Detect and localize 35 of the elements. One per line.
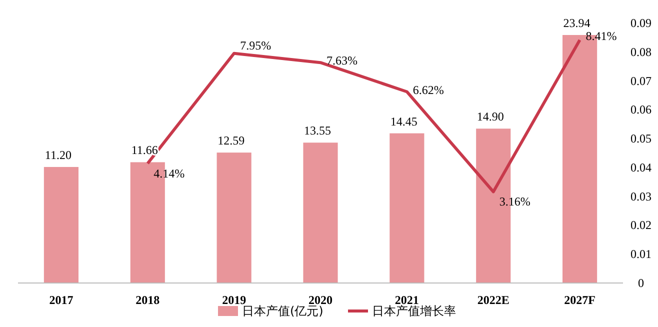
x-tick-label: 2017: [49, 293, 74, 307]
y2-tick-label: 0.05: [630, 132, 652, 146]
data-label: 13.55: [304, 124, 331, 138]
bar: [216, 152, 252, 283]
legend-label: 日本产值(亿元): [242, 304, 324, 318]
x-tick-label: 2027F: [564, 293, 596, 307]
bar: [390, 133, 424, 283]
data-label: 11.20: [44, 148, 72, 162]
x-tick-label: 2018: [136, 293, 160, 307]
y2-tick-label: 0.07: [630, 74, 652, 88]
data-label: 14.45: [390, 114, 418, 128]
bar: [44, 166, 78, 283]
y2-tick-label: 0.04: [630, 160, 652, 174]
legend-label: 日本产值增长率: [372, 304, 456, 318]
x-tick-label: 2020: [308, 293, 332, 307]
data-label: 8.41%: [586, 29, 617, 44]
y2-tick-label: 0.09: [630, 16, 652, 30]
y2-tick-label: 0.01: [630, 247, 652, 262]
data-label: 14.90: [476, 110, 504, 124]
data-label: 12.59: [218, 134, 245, 148]
data-label: 11.66: [131, 143, 158, 158]
data-label: 7.63%: [326, 54, 358, 68]
x-tick-label: 2019: [222, 293, 246, 307]
data-label: 7.95%: [240, 38, 272, 52]
data-label: 3.16%: [499, 194, 530, 209]
data-label: 23.94: [563, 16, 590, 30]
y2-tick-label: 0.03: [630, 189, 652, 204]
x-tick-label: 2022E: [477, 293, 510, 307]
data-label: 4.14%: [154, 166, 185, 180]
bar: [303, 142, 338, 283]
y2-tick-label: 0.06: [630, 102, 652, 117]
data-label: 6.62%: [412, 82, 444, 97]
y2-tick-label: 0.08: [630, 44, 652, 59]
y2-tick-label: 0: [638, 276, 644, 290]
y2-tick-label: 0.02: [630, 218, 652, 232]
